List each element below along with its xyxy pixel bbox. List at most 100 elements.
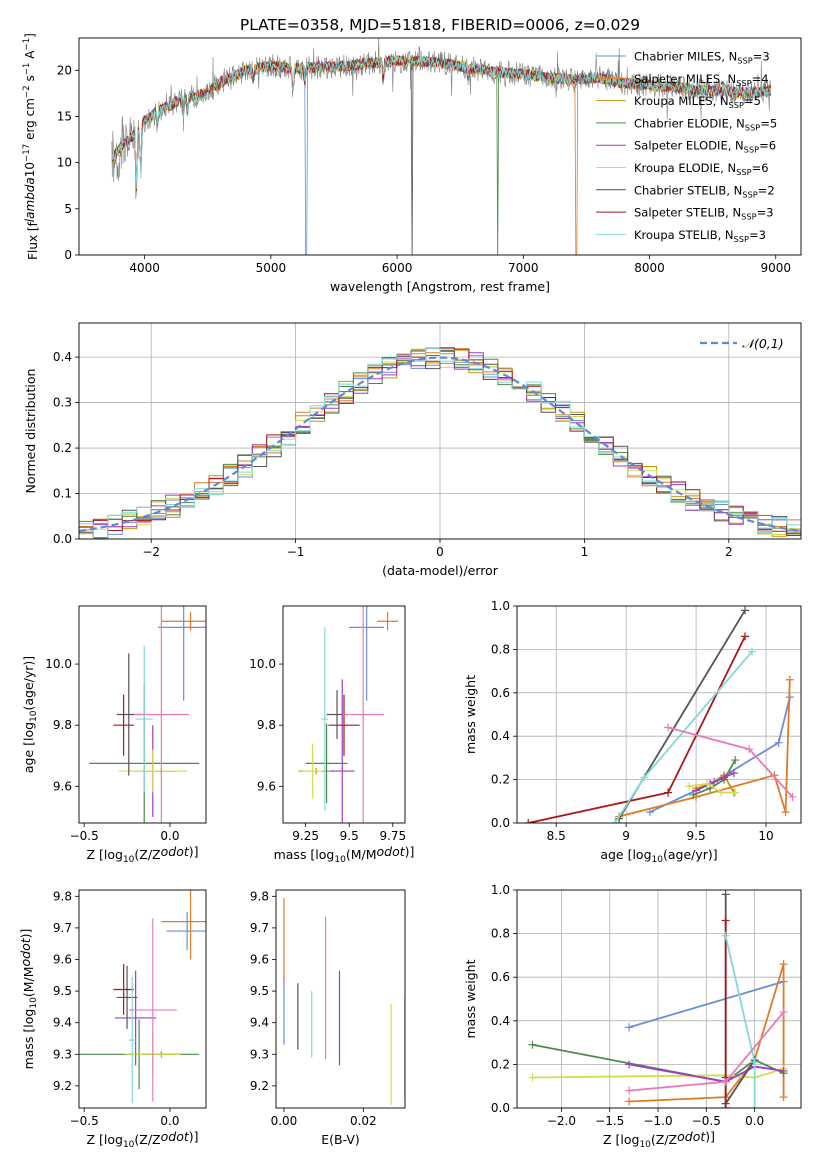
- data-point-marker: [729, 769, 738, 778]
- data-point-marker: [731, 756, 740, 765]
- x-tick-label: −0.5: [692, 1114, 721, 1128]
- series-salpeter-elodie: [692, 769, 738, 795]
- errorbar-kroupa-stelib: [321, 627, 329, 811]
- mass_weight_vs_Z-axes: −2.0 −1.5 −1.0 −0.5 0.0 0.0 0.2 0.4 0.6 0.8 1.0 Z […: [463, 883, 802, 1150]
- mass_vs_Z-plot-area: [79, 890, 206, 1104]
- y-axis-label: mass weight: [463, 959, 478, 1038]
- errorbar-pink: [342, 606, 385, 823]
- y-axis-label: mass [log10(M/Modot)]: [18, 929, 39, 1070]
- data-point-marker: [741, 632, 750, 641]
- legend-label-salpeter-miles: Salpeter MILES, NSSP=4: [634, 72, 769, 88]
- errorbar-salpeter-miles: [161, 890, 206, 960]
- x-tick-label: −1: [287, 545, 305, 559]
- x-axis-label: wavelength [Angstrom, rest frame]: [330, 279, 550, 294]
- errorbar-chabrier-stelib: [116, 965, 138, 1030]
- y-tick-label: 0.8: [491, 642, 510, 656]
- series-kroupa-stelib: [721, 931, 759, 1108]
- mass_weight_vs_age-axes: 8.5 9 9.5 10 0.0 0.2 0.4 0.6 0.8 1.0 age [log10(ag…: [463, 599, 802, 865]
- errorbar-salpeter-stelib: [113, 964, 134, 1015]
- age_vs_mass-frame: [282, 605, 406, 824]
- age-vs-metallicity-panel: −0.5 0.0 9.6 9.8 10.0 Z [log10(Z/Zodot)] age […: [21, 605, 207, 865]
- errorbar-salpeter-elodie: [115, 970, 157, 1066]
- data-point-marker: [779, 1008, 788, 1017]
- y-tick-label: 0.1: [53, 487, 72, 501]
- x-tick-label: 9.5: [687, 829, 706, 843]
- x-tick-label: 0.02: [350, 1114, 377, 1128]
- y-tick-label: 9.4: [250, 1016, 269, 1030]
- y-axis-label: age [log10(age/yr)]: [21, 656, 39, 773]
- y-axis-label: mass weight: [463, 675, 478, 754]
- errorbar-salpeter-stelib: [113, 694, 134, 756]
- series-salpeter-stelib: [524, 632, 750, 823]
- series-line: [618, 679, 791, 818]
- spectrum-frame: [78, 37, 802, 256]
- normal-distribution-curve: [79, 356, 801, 533]
- histogram-legend: 𝒩(0,1): [700, 336, 784, 351]
- legend-label-normal: 𝒩(0,1): [742, 336, 784, 351]
- y-tick-label: 9.7: [53, 921, 72, 935]
- data-point-marker: [779, 1066, 788, 1075]
- data-point-marker: [779, 960, 788, 969]
- y-tick-label: 0.4: [491, 1014, 510, 1028]
- spectrum-legend: Chabrier MILES, NSSP=3 Salpeter MILES, NS…: [596, 50, 777, 244]
- y-tick-label: 0.0: [491, 816, 510, 830]
- legend-label-salpeter-stelib: Salpeter STELIB, NSSP=3: [634, 206, 774, 222]
- age_vs_Z-plot-area: [89, 606, 206, 823]
- data-point-marker: [750, 1058, 759, 1067]
- residuals-plot-area: [79, 347, 801, 539]
- figure-title: PLATE=0358, MJD=51818, FIBERID=0006, z=0…: [240, 16, 640, 34]
- x-tick-label: 0.0: [160, 829, 179, 843]
- data-point-marker: [640, 773, 649, 782]
- mass-vs-metallicity-panel: −0.5 0.0 9.2 9.3 9.4 9.5 9.6 9.7 9.8 Z [log10(Z/Z…: [18, 889, 207, 1150]
- data-point-marker: [625, 1023, 634, 1032]
- legend-label-kroupa-miles: Kroupa MILES, NSSP=5: [634, 94, 761, 110]
- x-tick-label: −2.0: [547, 1114, 576, 1128]
- data-point-marker: [721, 890, 730, 899]
- x-axis-label: Z [log10(Z/Zodot)]: [86, 844, 198, 865]
- data-point-marker: [703, 779, 712, 788]
- x-tick-label: 2: [725, 545, 733, 559]
- x-tick-label: 6000: [382, 261, 413, 275]
- data-point-marker: [721, 916, 730, 925]
- y-tick-label: 1.0: [491, 883, 510, 897]
- series-line: [692, 759, 736, 796]
- model-salpeter-stelib-line: [111, 55, 772, 191]
- histogram-step-line: [79, 348, 801, 539]
- data-point-marker: [664, 723, 673, 732]
- y-tick-label: 10: [57, 156, 72, 170]
- y-tick-label: 9.6: [53, 953, 72, 967]
- mass_vs_EBV-frame: [275, 889, 406, 1109]
- x-tick-label: 5000: [256, 261, 287, 275]
- age_vs_mass-plot-area: [298, 606, 399, 823]
- series-line: [628, 980, 784, 1029]
- data-point-marker: [741, 606, 750, 615]
- residuals-frame: [78, 322, 802, 540]
- data-point-marker: [524, 819, 533, 823]
- x-axis-label: Z [log10(Z/Zodot)]: [603, 1129, 715, 1150]
- model-kroupa-stelib-line: [111, 56, 772, 189]
- mass_weight_vs_age-plot-area: [524, 606, 797, 823]
- y-tick-label: 10.0: [249, 657, 276, 671]
- series-line: [532, 1067, 784, 1079]
- data-point-marker: [610, 819, 619, 823]
- x-tick-label: 9.5: [340, 829, 359, 843]
- y-tick-label: 9.5: [53, 984, 72, 998]
- series-kroupa-stelib: [610, 647, 757, 823]
- data-point-marker: [745, 745, 754, 754]
- x-axis-label: age [log10(age/yr)]: [600, 847, 717, 865]
- x-tick-label: 10: [758, 829, 773, 843]
- mass_weight_vs_Z-plot-area: [528, 890, 788, 1108]
- x-axis-label: Z [log10(Z/Zodot)]: [86, 1129, 198, 1150]
- series-line: [695, 774, 735, 794]
- series-line: [628, 1063, 784, 1083]
- x-tick-label: 0: [436, 545, 444, 559]
- series-chabrier-miles: [645, 693, 794, 817]
- errorbar-salpeter-stelib: [328, 694, 360, 756]
- data-point-marker: [721, 1077, 730, 1086]
- mass_weight_vs_Z-frame: [516, 889, 802, 1109]
- data-point-marker: [689, 790, 698, 799]
- errorbar-salpeter-miles: [377, 612, 399, 631]
- y-tick-label: 9.6: [257, 779, 276, 793]
- y-tick-label: 0.0: [53, 532, 72, 546]
- x-tick-label: −1.0: [643, 1114, 672, 1128]
